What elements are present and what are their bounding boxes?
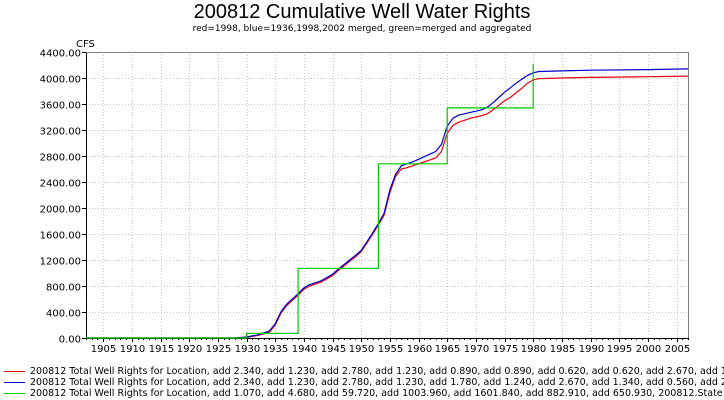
- legend: 200812 Total Well Rights for Location, a…: [0, 366, 724, 400]
- y-tick-label: 0.00: [59, 335, 81, 346]
- y-tick-label: 2800.00: [40, 153, 81, 164]
- y-tick-label: 4400.00: [40, 49, 81, 60]
- x-tick-label: 1905: [91, 344, 116, 355]
- x-tick-label: 1960: [407, 344, 432, 355]
- x-tick-label: 1985: [550, 344, 575, 355]
- chart-subtitle: red=1998, blue=1936,1998,2002 merged, gr…: [192, 24, 532, 34]
- x-tick-label: 1935: [263, 344, 288, 355]
- series-line-blue-merged: [86, 68, 689, 339]
- y-tick-label: 1600.00: [40, 231, 81, 242]
- y-tick-label: 3600.00: [40, 101, 81, 112]
- plot-area: [86, 52, 688, 338]
- x-tick-label: 1995: [607, 344, 632, 355]
- x-tick-label: 1975: [493, 344, 518, 355]
- x-tick-label: 1980: [521, 344, 546, 355]
- y-tick-label: 3200.00: [40, 127, 81, 138]
- x-tick-label: 1970: [464, 344, 489, 355]
- y-tick-label: 2000.00: [40, 205, 81, 216]
- x-tick-label: 1930: [235, 344, 260, 355]
- legend-label-blue: 200812 Total Well Rights for Location, a…: [30, 377, 724, 388]
- legend-swatch-green: [4, 393, 25, 394]
- y-axis-unit-label: CFS: [76, 39, 95, 50]
- x-tick-label: 1955: [378, 344, 403, 355]
- y-tick-label: 800.00: [46, 283, 81, 294]
- series-line-green-aggregated: [86, 63, 534, 339]
- x-tick-label: 1950: [349, 344, 374, 355]
- legend-label-green: 200812 Total Well Rights for Location, a…: [30, 388, 723, 399]
- legend-swatch-blue: [4, 382, 25, 383]
- x-tick-label: 2000: [636, 344, 661, 355]
- x-tick-label: 2005: [665, 344, 690, 355]
- chart-svg: 0.00 400.00 800.00 1200.00 1600.00 2000.00 240…: [40, 49, 691, 356]
- y-tick-label: 1200.00: [40, 257, 81, 268]
- x-tick-label: 1910: [120, 344, 145, 355]
- series-line-red-1998: [86, 75, 689, 339]
- x-tick-label: 1945: [321, 344, 346, 355]
- x-tick-label: 1965: [435, 344, 460, 355]
- x-tick-label: 1925: [206, 344, 231, 355]
- y-tick-label: 4000.00: [40, 75, 81, 86]
- x-tick-label: 1915: [149, 344, 174, 355]
- x-tick-label: 1940: [292, 344, 317, 355]
- legend-swatch-red: [4, 371, 25, 372]
- x-tick-label: 1990: [579, 344, 604, 355]
- y-tick-label: 400.00: [46, 309, 81, 320]
- chart-title: 200812 Cumulative Well Water Rights: [193, 1, 531, 23]
- y-tick-label: 2400.00: [40, 179, 81, 190]
- legend-label-red: 200812 Total Well Rights for Location, a…: [30, 366, 724, 377]
- x-tick-label: 1920: [177, 344, 202, 355]
